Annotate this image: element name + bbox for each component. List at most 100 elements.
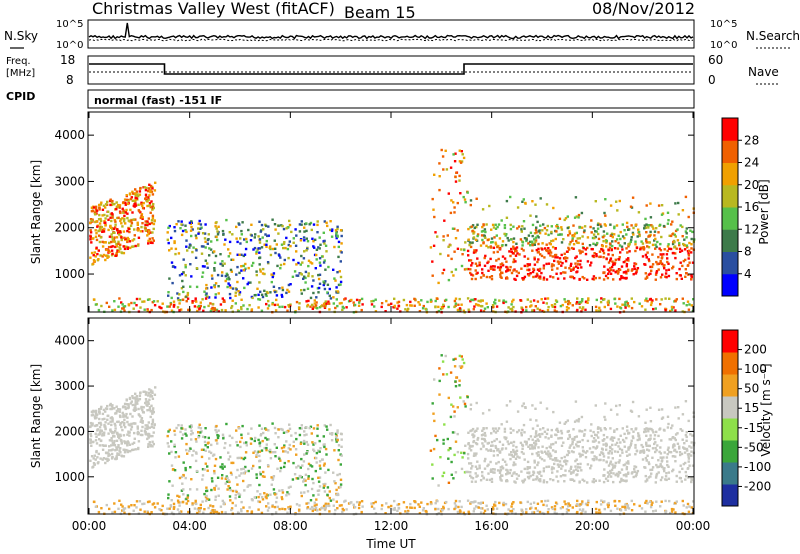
cpid-text: normal (fast) -151 IF bbox=[94, 94, 222, 107]
velocity-cell bbox=[231, 489, 235, 493]
velocity-cell bbox=[566, 430, 569, 433]
velocity-cell bbox=[570, 450, 574, 453]
power-cell bbox=[454, 297, 458, 300]
power-cell bbox=[681, 225, 684, 229]
power-cell bbox=[480, 234, 484, 237]
velocity-cell bbox=[466, 452, 470, 456]
velocity-cell bbox=[441, 509, 444, 512]
velocity-cell bbox=[216, 476, 220, 479]
velocity-cell bbox=[616, 450, 620, 454]
velocity-cell bbox=[586, 481, 589, 484]
power-cell bbox=[533, 232, 537, 235]
velocity-cell bbox=[654, 441, 657, 444]
power-cell bbox=[509, 307, 512, 311]
power-cell bbox=[626, 302, 630, 305]
power-cell bbox=[572, 266, 575, 269]
velocity-cell bbox=[241, 424, 244, 428]
velocity-cell bbox=[454, 380, 457, 383]
velocity-cell bbox=[100, 507, 103, 510]
velocity-cell bbox=[141, 502, 144, 506]
velocity-cell bbox=[471, 433, 474, 436]
power-cell bbox=[651, 253, 654, 256]
power-cell bbox=[526, 298, 529, 301]
power-cell bbox=[532, 299, 536, 302]
velocity-cell bbox=[519, 501, 522, 504]
velocity-cell bbox=[397, 503, 401, 506]
power-cell bbox=[307, 274, 310, 278]
power-cell bbox=[624, 301, 627, 304]
velocity-cell bbox=[660, 500, 663, 503]
power-cell bbox=[680, 277, 683, 280]
velocity-cell bbox=[646, 448, 649, 451]
velocity-cell bbox=[397, 506, 400, 510]
power-cell bbox=[316, 223, 319, 227]
power-cell bbox=[623, 276, 626, 280]
velocity-cell bbox=[172, 507, 176, 510]
power-cell bbox=[471, 262, 474, 265]
power-cell bbox=[97, 308, 101, 312]
velocity-cell bbox=[166, 507, 169, 510]
velocity-cell bbox=[469, 471, 472, 474]
power-cell bbox=[602, 230, 606, 233]
power-cell bbox=[549, 251, 553, 254]
velocity-cell bbox=[291, 478, 295, 481]
power-cell bbox=[147, 242, 150, 245]
power-cell bbox=[92, 259, 96, 262]
power-cell bbox=[197, 222, 200, 225]
power-cell bbox=[110, 240, 113, 244]
velocity-cell bbox=[99, 421, 102, 425]
power-cell bbox=[488, 204, 491, 208]
velocity-cell bbox=[606, 479, 610, 482]
power-cell bbox=[312, 291, 315, 295]
power-cell bbox=[619, 237, 622, 241]
velocity-cell bbox=[138, 500, 142, 503]
velocity-cell bbox=[385, 502, 388, 505]
velocity-cell bbox=[101, 418, 104, 421]
velocity-cell bbox=[487, 463, 490, 466]
power-cell bbox=[625, 272, 628, 275]
power-cell bbox=[690, 274, 693, 277]
power-cell bbox=[560, 226, 563, 229]
power-cell bbox=[602, 236, 605, 239]
velocity-cell bbox=[481, 474, 484, 477]
power-cell bbox=[339, 260, 342, 263]
velocity-cell bbox=[307, 462, 311, 466]
power-cell bbox=[222, 233, 225, 236]
power-cell bbox=[578, 306, 582, 309]
power-cell bbox=[227, 255, 230, 258]
velocity-cell bbox=[255, 473, 258, 476]
velocity-cell bbox=[249, 442, 253, 445]
power-cell bbox=[468, 241, 472, 244]
velocity-cell bbox=[102, 433, 106, 437]
power-cell bbox=[122, 230, 126, 233]
velocity-cell bbox=[596, 431, 600, 434]
velocity-cell bbox=[409, 502, 412, 506]
power-cell bbox=[567, 248, 571, 251]
power-cell bbox=[683, 238, 686, 241]
velocity-cell bbox=[595, 456, 598, 459]
power-cell bbox=[568, 243, 571, 246]
velocity-cell bbox=[595, 500, 598, 504]
velocity-cell bbox=[277, 436, 280, 439]
velocity-cell bbox=[168, 480, 171, 483]
velocity-cell bbox=[438, 393, 441, 396]
power-cell bbox=[551, 268, 554, 271]
power-cell bbox=[211, 302, 215, 306]
power-cell bbox=[619, 230, 622, 234]
velocity-cell bbox=[494, 446, 498, 449]
velocity-cell bbox=[496, 449, 499, 452]
velocity-cell bbox=[485, 478, 489, 481]
power-cell bbox=[149, 189, 152, 192]
velocity-cell bbox=[482, 512, 486, 515]
velocity-cell bbox=[603, 468, 606, 471]
velocity-cell bbox=[545, 432, 549, 436]
velocity-cell bbox=[235, 429, 238, 432]
velocity-cell bbox=[533, 466, 537, 469]
power-cell bbox=[89, 218, 93, 221]
velocity-cell bbox=[305, 452, 308, 455]
power-cell bbox=[141, 204, 144, 208]
power-cell bbox=[463, 248, 466, 252]
power-cell bbox=[621, 223, 624, 226]
power-cell bbox=[536, 260, 539, 264]
velocity-cell bbox=[287, 429, 290, 433]
